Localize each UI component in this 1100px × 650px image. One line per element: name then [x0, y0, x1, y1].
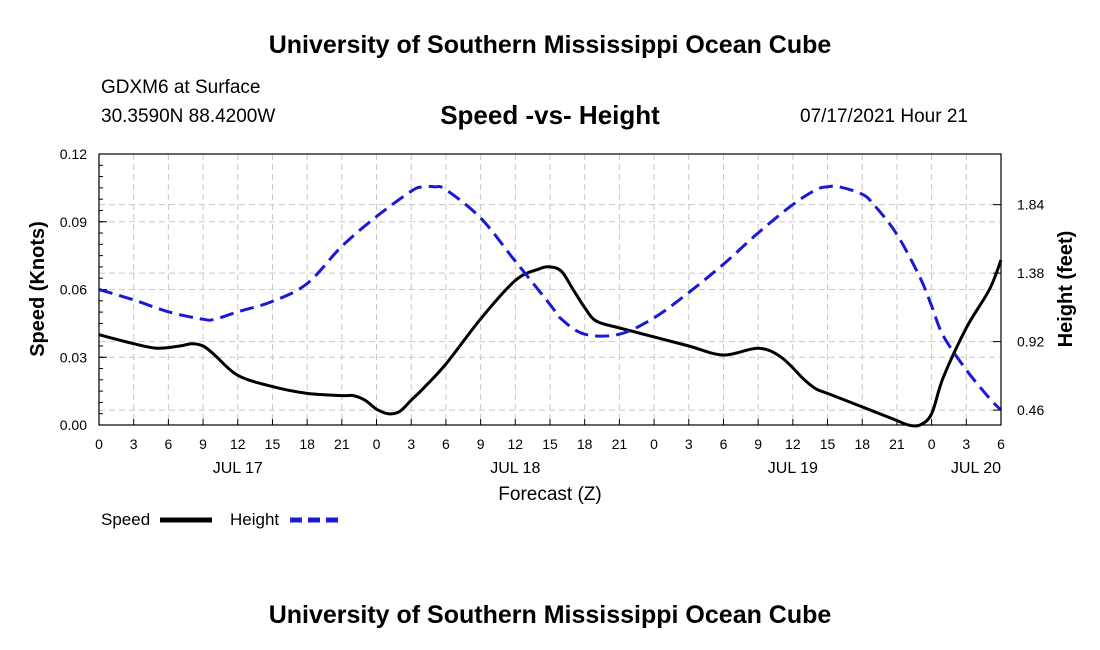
y2-tick-label: 1.38 — [1017, 265, 1044, 281]
speed-series-line — [98, 259, 1003, 428]
datetime-label: 07/17/2021 Hour 21 — [800, 106, 968, 127]
y2-tick-label: 0.46 — [1017, 402, 1044, 418]
legend-height-label: Height — [230, 510, 279, 529]
x-tick-label: 12 — [230, 436, 246, 452]
x-date-label: JUL 19 — [768, 460, 818, 477]
x-tick-label: 9 — [477, 436, 485, 452]
x-tick-label: 18 — [854, 436, 870, 452]
y-axis-label: Speed (Knots) — [27, 221, 49, 357]
x-tick-label: 21 — [612, 436, 628, 452]
location-label: 30.3590N 88.4200W — [101, 106, 276, 127]
x-tick-label: 0 — [95, 436, 103, 452]
x-tick-label: 6 — [164, 436, 172, 452]
x-tick-label: 15 — [820, 436, 836, 452]
y2-tick-label: 1.84 — [1017, 197, 1044, 213]
plot-frame — [98, 153, 1002, 426]
series-lines — [98, 184, 1003, 428]
x-tick-label: 12 — [508, 436, 524, 452]
y-tick-label: 0.00 — [60, 417, 87, 433]
x-date-label: JUL 20 — [951, 460, 1001, 477]
x-tick-label: 9 — [199, 436, 207, 452]
x-tick-label: 21 — [889, 436, 905, 452]
x-tick-label: 6 — [442, 436, 450, 452]
x-axis-label: Forecast (Z) — [498, 484, 601, 505]
x-tick-label: 0 — [928, 436, 936, 452]
x-tick-label: 3 — [685, 436, 693, 452]
x-tick-label: 6 — [720, 436, 728, 452]
x-tick-label: 12 — [785, 436, 801, 452]
x-tick-label: 15 — [542, 436, 558, 452]
x-date-label: JUL 17 — [213, 460, 263, 477]
grid-lines — [99, 154, 1001, 425]
plot-title: Speed -vs- Height — [440, 100, 660, 130]
x-tick-label: 3 — [962, 436, 970, 452]
footer-title: University of Southern Mississippi Ocean… — [268, 601, 832, 629]
y2-axis-label: Height (feet) — [1055, 231, 1077, 348]
x-tick-label: 0 — [650, 436, 658, 452]
x-tick-label: 18 — [577, 436, 593, 452]
x-tick-label: 3 — [130, 436, 138, 452]
x-tick-label: 18 — [299, 436, 315, 452]
y-tick-label: 0.12 — [60, 146, 87, 162]
x-tick-label: 6 — [997, 436, 1005, 452]
x-date-label: JUL 18 — [490, 460, 540, 477]
height-series-line — [98, 184, 1003, 412]
page-title: University of Southern Mississippi Ocean… — [268, 31, 832, 59]
y2-tick-label: 0.92 — [1017, 334, 1044, 350]
legend: Speed Height — [101, 510, 342, 529]
x-tick-label: 9 — [754, 436, 762, 452]
y-tick-label: 0.09 — [60, 214, 87, 230]
x-tick-label: 15 — [265, 436, 281, 452]
y-tick-label: 0.03 — [60, 349, 87, 365]
y-tick-label: 0.06 — [60, 282, 87, 298]
station-label: GDXM6 at Surface — [101, 77, 261, 98]
legend-speed-label: Speed — [101, 510, 150, 529]
x-tick-label: 0 — [373, 436, 381, 452]
x-tick-label: 21 — [334, 436, 350, 452]
x-tick-label: 3 — [407, 436, 415, 452]
